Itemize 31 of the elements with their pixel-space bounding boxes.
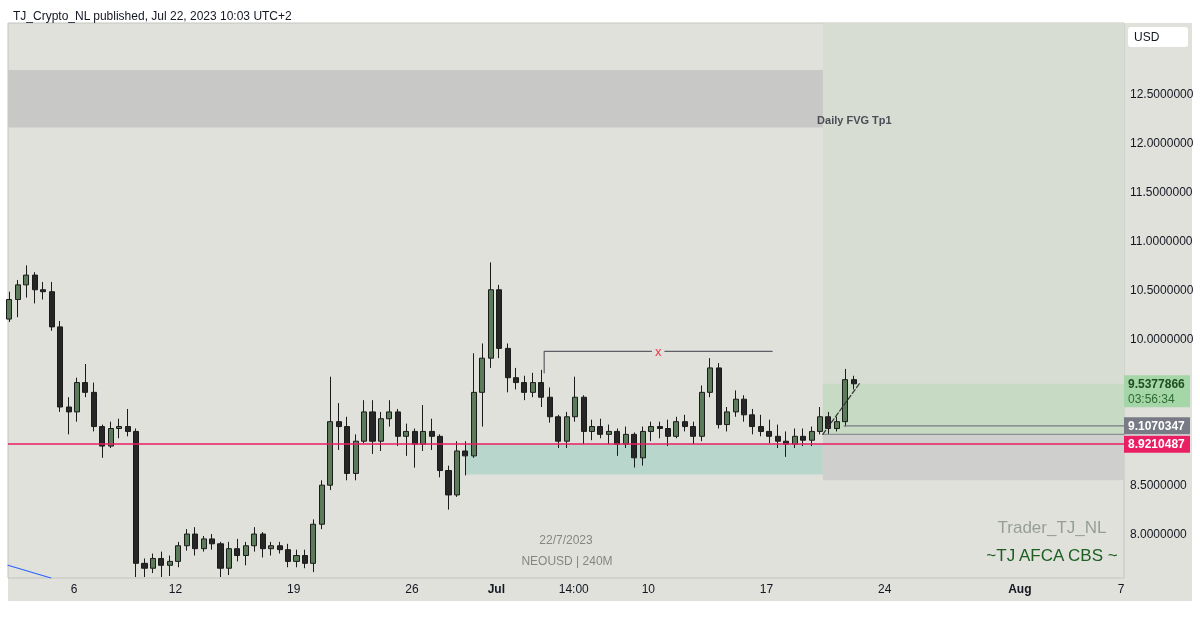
x-tick-label: 6 — [70, 582, 78, 596]
text: 9.5377866 — [1128, 376, 1186, 391]
x-tick-label: 10 — [641, 582, 656, 596]
x-tick-label: Aug — [1008, 582, 1032, 596]
x-tick-label: 24 — [878, 582, 892, 596]
y-tick-label: 11.0000000 — [1130, 233, 1193, 248]
chart-title: TJ_Crypto_NL published, Jul 22, 2023 10:03 UTC+2 — [13, 9, 293, 23]
ref-line-label: 8.9210487 — [1128, 437, 1186, 452]
annotation: 22/7/2023 — [539, 533, 594, 547]
y-tick-label: 8.5000000 — [1130, 478, 1188, 493]
y-tick-label: 11.5000000 — [1130, 185, 1193, 200]
x-tick-label: 19 — [287, 582, 301, 596]
annotation: ~TJ AFCA CBS ~ — [986, 545, 1118, 565]
annotation: Trader_TJ_NL — [997, 517, 1107, 537]
data-label: 9.1070347 — [1128, 418, 1186, 433]
x-tick-label: Jul — [487, 582, 506, 596]
x-tick-label: 12 — [168, 582, 183, 596]
y-tick-label: 12.5000000 — [1130, 87, 1194, 102]
x-tick-label: 17 — [759, 582, 774, 596]
y-tick-label: 12.0000000 — [1130, 136, 1194, 151]
y-axis-title: USD — [1134, 30, 1160, 44]
annotation: NEOUSD | 240M — [521, 554, 613, 568]
x-tick-label: 26 — [405, 582, 419, 596]
text: 03:56:34 — [1128, 391, 1176, 406]
band-label: Daily FVG Tp1 — [817, 113, 892, 126]
y-tick-label: 10.5000000 — [1130, 282, 1194, 297]
y-tick-label: 8.0000000 — [1130, 527, 1188, 542]
x-tick-label: 14:00 — [558, 582, 590, 596]
y-tick-label: 10.0000000 — [1130, 331, 1194, 346]
x-tick-label: 7 — [1117, 582, 1125, 596]
annotation: x — [654, 343, 662, 359]
